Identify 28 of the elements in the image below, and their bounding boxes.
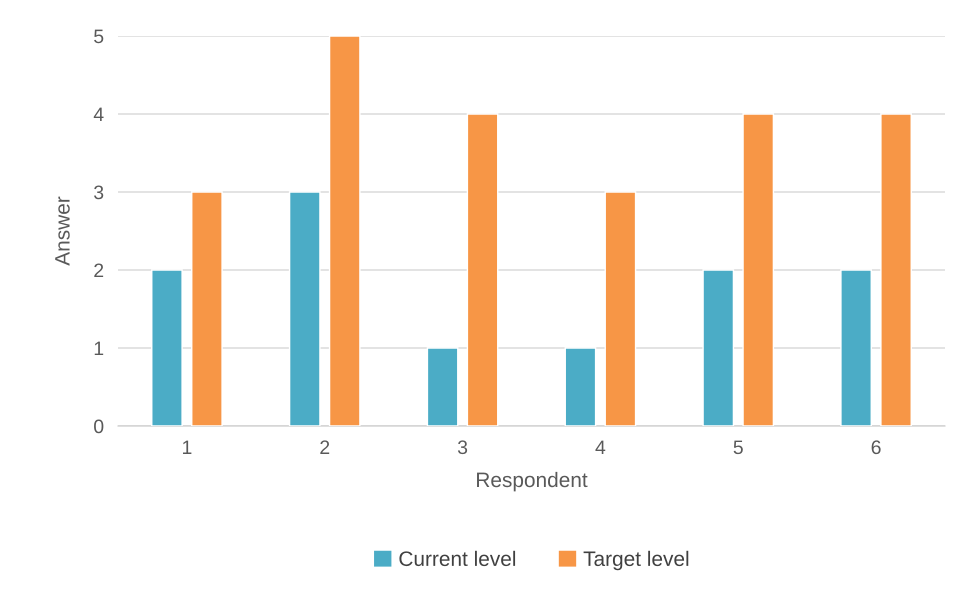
y-axis-title: Answer xyxy=(55,196,70,266)
y-tick-label: 5 xyxy=(94,30,104,44)
bar xyxy=(151,269,183,426)
bar xyxy=(564,347,596,426)
legend-label: Target level xyxy=(584,550,688,570)
y-tick-label: 1 xyxy=(94,342,104,356)
y-tick-label: 3 xyxy=(94,185,104,200)
y-tick-label: 4 xyxy=(94,108,104,122)
y-tick-label: 0 xyxy=(94,419,104,434)
bar xyxy=(742,113,774,426)
x-tick-label: 5 xyxy=(734,440,743,454)
x-axis-title: Respondent xyxy=(477,472,588,492)
bar xyxy=(191,191,223,426)
x-tick-label: 4 xyxy=(595,440,606,454)
bar xyxy=(702,269,734,426)
bar xyxy=(288,191,321,426)
bar xyxy=(880,113,912,426)
bar xyxy=(604,191,636,426)
x-tick-label: 1 xyxy=(182,440,192,454)
x-tick-label: 6 xyxy=(872,440,881,454)
bar xyxy=(840,269,872,426)
bar xyxy=(426,347,458,426)
legend-label: Current level xyxy=(399,550,516,566)
y-tick-label: 2 xyxy=(94,263,104,278)
bar xyxy=(466,113,498,426)
bar xyxy=(328,36,361,426)
x-tick-label: 3 xyxy=(458,440,468,454)
x-tick-label: 2 xyxy=(320,440,330,454)
